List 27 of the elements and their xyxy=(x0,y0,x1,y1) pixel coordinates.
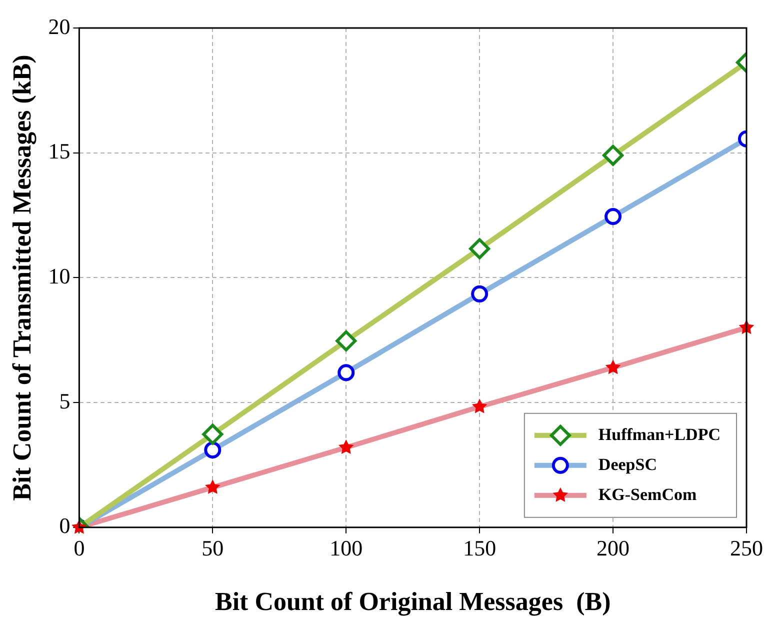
point xyxy=(202,424,224,445)
y-tick-label: 5 xyxy=(59,388,70,414)
legend-label: Huffman+LDPC xyxy=(598,424,721,444)
y-tick-label: 15 xyxy=(48,138,70,164)
point xyxy=(605,360,621,374)
x-axis-title: Bit Count of Original Messages (B) xyxy=(214,587,611,616)
y-axis-title: Bit Count of Transmitted Messages (kB) xyxy=(7,54,36,501)
point xyxy=(604,208,622,226)
x-tick-label: 150 xyxy=(463,535,496,560)
point xyxy=(204,441,222,458)
y-tick-label: 10 xyxy=(48,263,70,288)
point xyxy=(471,285,488,302)
y-tick-label: 20 xyxy=(48,14,70,39)
point xyxy=(205,479,220,494)
point xyxy=(472,398,488,414)
x-tick-label: 200 xyxy=(596,535,630,560)
point xyxy=(602,144,624,166)
x-tick-label: 250 xyxy=(730,535,763,560)
x-tick-label: 50 xyxy=(202,535,224,560)
point xyxy=(338,364,355,382)
legend-label: DeepSC xyxy=(598,454,657,474)
point xyxy=(469,238,490,260)
y-tick-label: 0 xyxy=(59,513,70,538)
x-tick-label: 100 xyxy=(330,535,363,560)
legend-label: KG-SemCom xyxy=(598,484,697,504)
point xyxy=(338,439,354,454)
point xyxy=(336,330,357,352)
